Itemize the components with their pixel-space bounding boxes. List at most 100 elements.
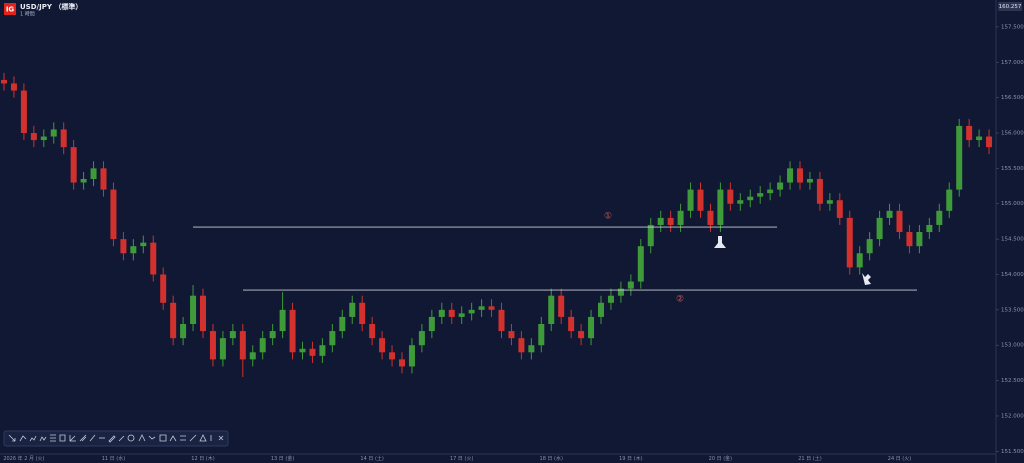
arrow	[862, 273, 871, 285]
candle-body	[468, 309, 475, 314]
candle-body	[558, 295, 565, 317]
candle-body	[219, 338, 226, 360]
candle-body	[498, 309, 505, 332]
candle-body	[717, 189, 724, 225]
tool-icon[interactable]	[218, 435, 224, 441]
candle-body	[10, 83, 17, 91]
y-tick-label: 154.000	[1001, 272, 1024, 278]
candle-body	[518, 338, 525, 353]
level-label: ②	[676, 295, 684, 305]
candle-body	[647, 224, 654, 247]
candle-body	[50, 129, 57, 137]
candle-body	[588, 316, 595, 339]
x-tick-label: 24 日 (火)	[888, 456, 911, 462]
tool-icon[interactable]	[108, 435, 116, 443]
candle-body	[160, 274, 167, 303]
tool-icon[interactable]	[199, 434, 207, 442]
candle-body	[737, 200, 744, 204]
tool-icon[interactable]	[159, 434, 167, 442]
candle-body	[687, 189, 694, 211]
x-tick-label: 13 日 (金)	[271, 455, 294, 462]
candle-body	[369, 324, 376, 339]
candle-body	[856, 253, 863, 268]
candle-body	[528, 345, 535, 353]
candle-body	[90, 168, 97, 179]
tool-icon[interactable]	[59, 434, 66, 442]
candle-body	[777, 182, 784, 190]
tool-icon[interactable]	[127, 434, 135, 442]
tool-icon[interactable]	[138, 434, 146, 442]
candle-body	[478, 306, 485, 310]
candle-body	[816, 178, 823, 204]
candle-body	[20, 90, 27, 133]
candle-body	[339, 316, 346, 332]
y-tick-label: 153.000	[1001, 343, 1024, 349]
candle-body	[408, 345, 415, 367]
candle-body	[627, 281, 634, 289]
tool-icon[interactable]	[39, 436, 47, 442]
candle-body	[379, 338, 386, 353]
y-tick-label: 153.500	[1001, 307, 1024, 313]
candle-body	[30, 132, 37, 141]
candle-body	[697, 189, 704, 211]
plot-area: 157.500 157.000 156.500 156.000 155.500 155.0…	[1, 24, 1024, 462]
y-tick-label: 157.000	[1001, 60, 1024, 66]
x-tick-label: 2026 年 2 月 (火)	[3, 455, 44, 462]
candle-body	[448, 309, 455, 317]
candle-body	[836, 200, 843, 218]
tool-icon[interactable]	[50, 434, 56, 442]
tool-icon[interactable]	[189, 434, 197, 442]
candle-body	[886, 210, 893, 218]
tool-icon[interactable]	[180, 435, 186, 441]
candle-body	[906, 232, 913, 247]
candle-body	[170, 302, 177, 339]
candle-body	[60, 129, 67, 148]
candle-body	[707, 210, 714, 225]
last-price-box	[998, 2, 1022, 11]
candle-body	[239, 331, 246, 360]
tool-icon[interactable]	[79, 434, 87, 442]
x-tick-label: 19 日 (木)	[619, 455, 642, 462]
tool-icon[interactable]	[169, 435, 177, 442]
candle-body	[876, 217, 883, 240]
tool-icon[interactable]	[8, 434, 16, 442]
candle-body	[956, 125, 963, 190]
candle-body	[229, 331, 236, 339]
candle-body	[986, 136, 993, 148]
candle-body	[926, 224, 933, 233]
candle-body	[389, 352, 396, 360]
last-price: 160.257	[999, 4, 1022, 10]
candle-body	[637, 246, 644, 282]
candle-body	[806, 178, 813, 183]
candle-body	[289, 309, 296, 353]
candle-body	[418, 331, 425, 346]
tool-icon[interactable]	[89, 434, 96, 442]
candle-body	[787, 168, 794, 183]
candle-body	[80, 178, 87, 183]
candle-body	[677, 210, 684, 225]
y-tick-label: 151.500	[1001, 449, 1024, 455]
level-label: ①	[604, 212, 612, 222]
y-tick-label: 157.500	[1001, 24, 1024, 30]
candle-body	[70, 147, 77, 183]
candle-body	[120, 239, 127, 254]
tool-icon[interactable]	[19, 435, 27, 442]
y-tick-label: 152.000	[1001, 413, 1024, 419]
candle-body	[916, 232, 923, 247]
y-tick-label: 156.500	[1001, 95, 1024, 101]
candle-body	[548, 295, 555, 325]
candle-body	[896, 210, 903, 233]
logo	[4, 3, 16, 15]
candle-body	[826, 200, 833, 204]
tool-icon[interactable]	[29, 435, 37, 442]
candle-body	[349, 302, 356, 317]
tool-icon[interactable]	[148, 435, 156, 440]
tool-icon[interactable]	[69, 435, 76, 442]
tool-icon[interactable]	[118, 435, 125, 442]
y-tick-label: 156.000	[1001, 130, 1024, 136]
candle-body	[110, 189, 117, 240]
candle-body	[488, 306, 495, 310]
